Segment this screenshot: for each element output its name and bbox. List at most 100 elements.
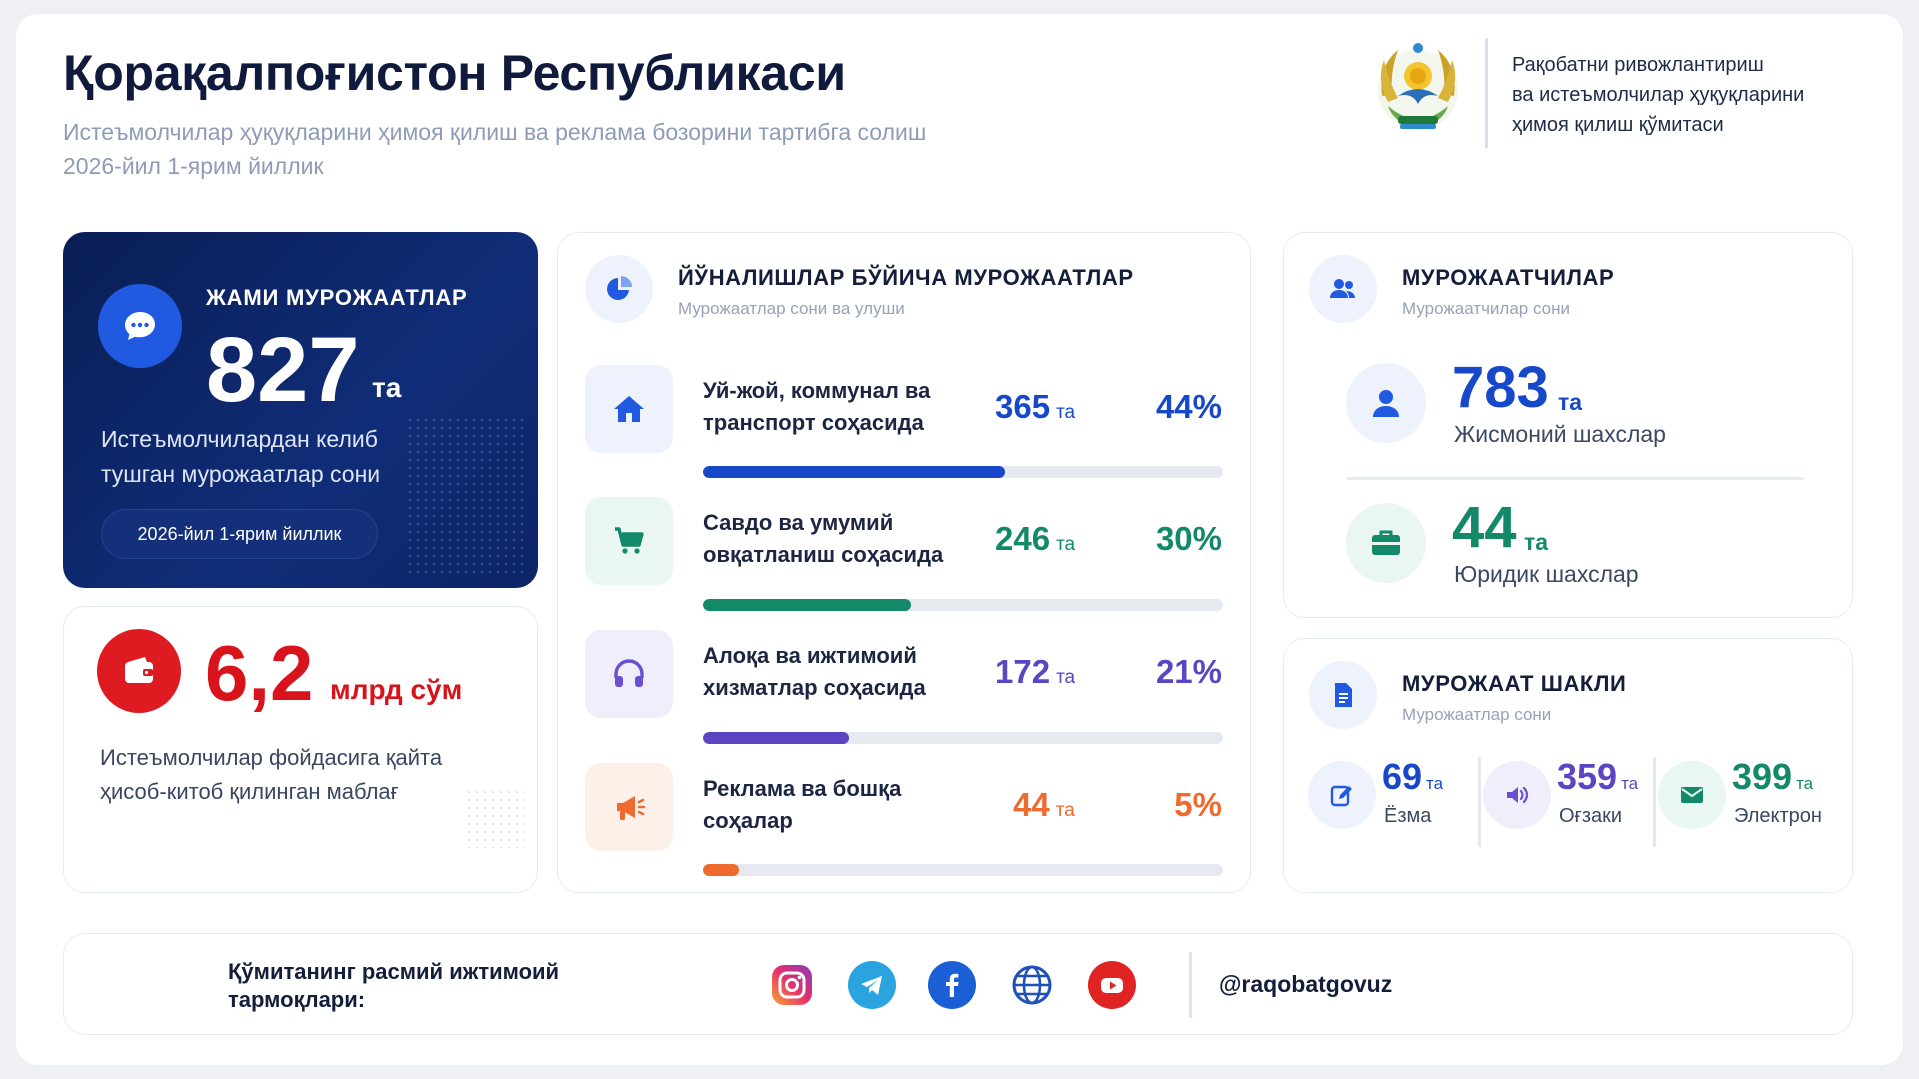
applicants-subtitle: Мурожаатчилар сони <box>1402 299 1571 318</box>
footer-divider <box>1189 952 1192 1018</box>
page-subtitle: Истеъмолчилар ҳуқуқларини ҳимоя қилиш ва… <box>63 115 1063 183</box>
header-divider <box>1485 38 1488 148</box>
state-emblem-icon <box>1368 36 1468 140</box>
direction-label: Алоқа ва ижтимоий хизматлар соҳасида <box>703 640 993 704</box>
pie-chart-icon <box>585 255 653 323</box>
org-line: ва истеъмолчилар ҳуқуқларини <box>1512 84 1805 106</box>
written-value: 69 та <box>1382 756 1444 797</box>
desc-line: ҳисоб-китоб қилинган маблағ <box>100 779 399 804</box>
total-appeals-card: ЖАМИ МУРОЖААТЛАР 827 та Истеъмолчилардан… <box>63 232 538 588</box>
individuals-value: 783 <box>1452 355 1549 420</box>
direction-count: 365 та <box>995 388 1076 425</box>
refund-description: Истеъмолчилар фойдасига қайта ҳисоб-кито… <box>100 741 500 809</box>
chat-icon <box>98 284 182 368</box>
label-line: Уй-жой, коммунал ва <box>703 378 931 403</box>
total-label: ЖАМИ МУРОЖААТЛАР <box>206 285 468 310</box>
label-line: Алоқа ва ижтимоий <box>703 643 917 668</box>
globe-icon[interactable] <box>1008 961 1056 1009</box>
written-label: Ёзма <box>1384 805 1432 827</box>
instagram-icon[interactable] <box>768 961 816 1009</box>
page-title: Қорақалпоғистон Республикаси <box>63 45 846 101</box>
form-subtitle: Мурожаатлар сони <box>1402 705 1552 724</box>
facebook-icon[interactable] <box>928 961 976 1009</box>
direction-label: Уй-жой, коммунал ва транспорт соҳасида <box>703 375 993 439</box>
organization-name: Рақобатни ривожлантириш ва истеъмолчилар… <box>1512 50 1872 140</box>
direction-progress-bar <box>703 864 1223 876</box>
desc-line: тушган мурожаатлар сони <box>101 461 381 487</box>
direction-count: 44 та <box>1013 786 1075 823</box>
directions-card: ЙЎНАЛИШЛАР БЎЙИЧА МУРОЖААТЛАР Мурожаатла… <box>557 232 1251 893</box>
legal-value: 44 <box>1452 495 1517 560</box>
direction-percent: 30% <box>1155 520 1222 557</box>
total-unit: та <box>372 372 402 403</box>
person-icon <box>1346 363 1426 443</box>
electronic-label: Электрон <box>1734 805 1822 827</box>
desc-line: Истеъмолчилардан келиб <box>101 426 378 452</box>
individuals-label: Жисмоний шахслар <box>1454 421 1666 447</box>
individuals-unit: та <box>1558 389 1583 415</box>
direction-bar-fill <box>703 599 911 611</box>
legal-label: Юридик шахслар <box>1454 561 1639 587</box>
decorative-dots <box>465 788 525 848</box>
refund-amount-card: 6,2 млрд сўм Истеъмолчилар фойдасига қай… <box>63 606 538 893</box>
label-line: овқатланиш соҳасида <box>703 542 944 567</box>
direction-progress-bar <box>703 599 1223 611</box>
direction-percent: 5% <box>1174 786 1222 823</box>
refund-unit: млрд сўм <box>330 674 463 705</box>
direction-bar-fill <box>703 732 849 744</box>
telegram-icon[interactable] <box>848 961 896 1009</box>
directions-subtitle: Мурожаатлар сони ва улуши <box>678 299 905 318</box>
total-description: Истеъмолчилардан келиб тушган мурожаатла… <box>101 422 431 492</box>
direction-progress-bar <box>703 466 1223 478</box>
appeal-form-card: МУРОЖААТ ШАКЛИ Мурожаатлар сони 69 та Ёзм… <box>1283 638 1853 893</box>
applicants-title: МУРОЖААТЧИЛАР <box>1402 265 1615 290</box>
form-title: МУРОЖААТ ШАКЛИ <box>1402 671 1627 696</box>
label-line: Реклама ва бошқа <box>703 776 902 801</box>
direction-count: 246 та <box>995 520 1076 557</box>
applicants-card: МУРОЖААТЧИЛАР Мурожаатчилар сони 783 та … <box>1283 232 1853 618</box>
users-icon <box>1309 255 1377 323</box>
direction-bar-fill <box>703 466 1005 478</box>
direction-percent: 44% <box>1155 388 1222 425</box>
form-divider <box>1478 757 1481 847</box>
decorative-dots <box>406 416 526 576</box>
youtube-icon[interactable] <box>1088 961 1136 1009</box>
direction-count: 172 та <box>995 653 1076 690</box>
social-handle[interactable]: @raqobatgovuz <box>1219 971 1393 997</box>
total-value: 827 <box>206 319 360 421</box>
electronic-value: 399 та <box>1732 756 1814 797</box>
label-line: Савдо ва умумий <box>703 510 894 535</box>
social-caption: Қўмитанинг расмий ижтимоий тармоқлари: <box>228 958 628 1014</box>
speaker-icon <box>1483 761 1551 829</box>
label-line: соҳалар <box>703 808 793 833</box>
headphones-icon <box>585 630 673 718</box>
briefcase-icon <box>1346 503 1426 583</box>
direction-percent: 21% <box>1155 653 1222 690</box>
directions-title: ЙЎНАЛИШЛАР БЎЙИЧА МУРОЖААТЛАР <box>678 265 1134 290</box>
desc-line: Истеъмолчилар фойдасига қайта <box>100 745 443 770</box>
cart-icon <box>585 497 673 585</box>
legal-unit: та <box>1524 529 1549 555</box>
direction-label: Реклама ва бошқа соҳалар <box>703 773 993 837</box>
oral-label: Оғзаки <box>1559 805 1623 827</box>
caption-line: тармоқлари: <box>228 987 366 1012</box>
label-line: хизматлар соҳасида <box>703 675 926 700</box>
period-badge: 2026-йил 1-ярим йиллик <box>101 509 378 559</box>
subtitle-period: 2026-йил 1-ярим йиллик <box>63 153 324 179</box>
oral-value: 359 та <box>1557 756 1639 797</box>
home-icon <box>585 365 673 453</box>
direction-bar-fill <box>703 864 740 876</box>
subtitle-line: Истеъмолчилар ҳуқуқларини ҳимоя қилиш ва… <box>63 119 927 145</box>
document-icon <box>1309 661 1377 729</box>
direction-label: Савдо ва умумий овқатланиш соҳасида <box>703 507 993 571</box>
refund-value: 6,2 <box>205 629 314 717</box>
pen-icon <box>1308 761 1376 829</box>
org-line: ҳимоя қилиш қўмитаси <box>1512 114 1724 136</box>
label-line: транспорт соҳасида <box>703 410 924 435</box>
direction-progress-bar <box>703 732 1223 744</box>
mail-icon <box>1658 761 1726 829</box>
megaphone-icon <box>585 763 673 851</box>
social-footer: Қўмитанинг расмий ижтимоий тармоқлари: @… <box>63 933 1853 1035</box>
caption-line: Қўмитанинг расмий ижтимоий <box>228 959 560 984</box>
form-divider <box>1653 757 1656 847</box>
